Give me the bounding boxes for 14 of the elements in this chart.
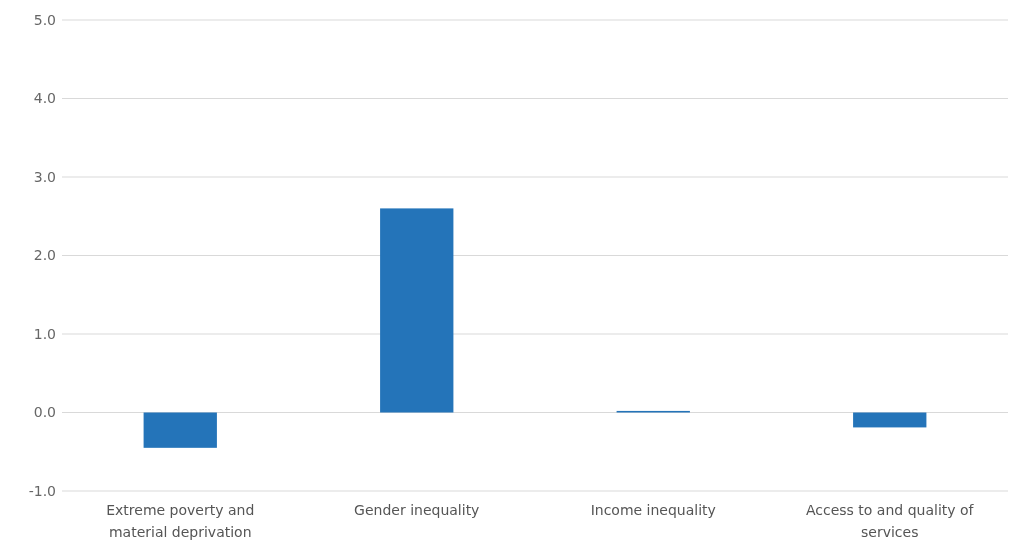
y-tick-label: 0.0 bbox=[33, 404, 56, 421]
x-tick-label: Access to and quality of services bbox=[805, 502, 975, 540]
bar bbox=[143, 412, 217, 448]
bar bbox=[853, 412, 927, 428]
bar bbox=[380, 208, 454, 413]
x-tick-label: Gender inequality bbox=[354, 502, 480, 518]
y-tick-label: -1.0 bbox=[28, 482, 56, 499]
y-tick-label: 5.0 bbox=[33, 11, 56, 28]
y-tick-label: 4.0 bbox=[33, 90, 56, 107]
x-tick-label: Income inequality bbox=[590, 502, 716, 518]
y-tick-label: 1.0 bbox=[33, 325, 56, 342]
y-tick-label: 2.0 bbox=[33, 247, 56, 264]
x-tick-label: Extreme poverty and material deprivation bbox=[106, 502, 255, 540]
y-tick-label: 3.0 bbox=[33, 168, 56, 185]
